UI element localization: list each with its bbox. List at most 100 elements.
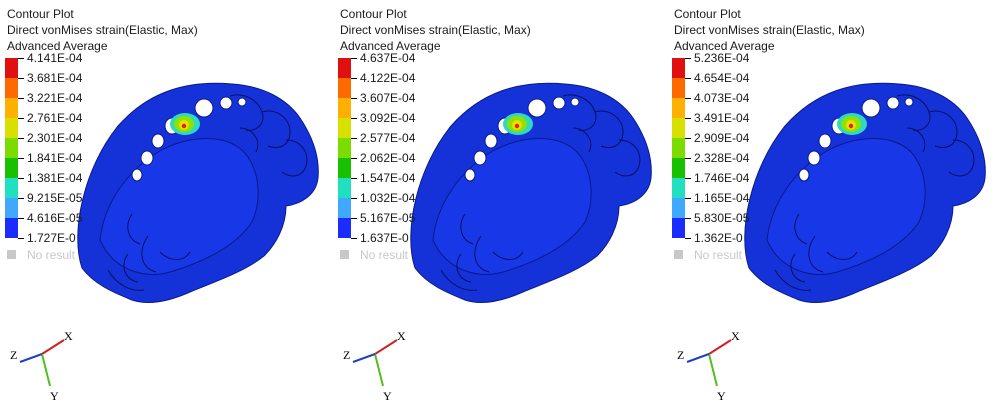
legend-value: 1.637E-0: [360, 231, 409, 245]
legend-value: 2.909E-04: [694, 131, 750, 145]
plot-result-type: Direct vonMises strain(Elastic, Max): [7, 23, 198, 37]
legend-tick: [18, 138, 24, 139]
x-axis-line: [708, 339, 732, 355]
legend-swatch: [5, 158, 18, 178]
legend-tick: [18, 98, 24, 99]
z-axis-label: Z: [343, 348, 350, 362]
legend-swatch: [672, 158, 685, 178]
legend-swatch: [338, 158, 351, 178]
legend-tick: [685, 198, 691, 199]
legend-tick: [685, 98, 691, 99]
legend-tick: [18, 118, 24, 119]
legend-tick: [685, 118, 691, 119]
legend-value: 1.032E-04: [360, 191, 416, 205]
y-axis-line: [41, 353, 51, 387]
legend-swatch: [338, 138, 351, 158]
legend-value: 4.654E-04: [694, 71, 750, 85]
legend-swatch: [338, 78, 351, 98]
legend-value: 3.092E-04: [360, 111, 416, 125]
plot-title: Contour Plot: [7, 7, 74, 21]
legend-tick: [18, 218, 24, 219]
strain-hotspot-peak: [514, 123, 520, 129]
contour-panel-2: Contour Plot Direct vonMises strain(Elas…: [333, 0, 666, 410]
z-axis-label: Z: [677, 348, 684, 362]
legend-tick: [685, 218, 691, 219]
legend-swatch: [672, 98, 685, 118]
dental-model-contour: [77, 82, 319, 303]
legend-value: 3.221E-04: [27, 91, 83, 105]
legend-swatch: [5, 58, 18, 78]
legend-value: 1.841E-04: [27, 151, 83, 165]
legend-tick: [685, 178, 691, 179]
no-result-swatch: [340, 250, 349, 259]
legend-tick: [18, 178, 24, 179]
legend-tick: [18, 198, 24, 199]
z-axis-line: [352, 353, 376, 363]
legend-swatch: [338, 218, 351, 238]
legend-tick: [685, 78, 691, 79]
x-axis-line: [41, 339, 65, 355]
plot-averaging: Advanced Average: [7, 39, 108, 53]
legend-tick: [351, 118, 357, 119]
legend-value: 4.073E-04: [694, 91, 750, 105]
no-result-label: No result: [694, 248, 743, 262]
legend-tick: [351, 198, 357, 199]
legend-swatch: [672, 118, 685, 138]
legend-value: 2.577E-04: [360, 131, 416, 145]
legend-swatch: [672, 138, 685, 158]
legend-swatch: [338, 198, 351, 218]
plot-title: Contour Plot: [674, 7, 741, 21]
legend-swatch: [672, 78, 685, 98]
no-result-swatch: [7, 250, 16, 259]
legend-swatch: [338, 118, 351, 138]
x-axis-label: X: [731, 329, 740, 343]
z-axis-line: [19, 353, 43, 363]
legend-value: 3.491E-04: [694, 111, 750, 125]
y-axis-line: [374, 353, 384, 387]
legend-tick: [351, 58, 357, 59]
legend-value: 5.830E-05: [694, 211, 750, 225]
z-axis-label: Z: [10, 348, 17, 362]
y-axis-label: Y: [717, 389, 726, 403]
legend-value: 5.167E-05: [360, 211, 416, 225]
contour-panel-3: Contour Plot Direct vonMises strain(Elas…: [667, 0, 1000, 410]
legend-value: 1.547E-04: [360, 171, 416, 185]
legend-swatch: [5, 178, 18, 198]
legend-tick: [351, 78, 357, 79]
plot-result-type: Direct vonMises strain(Elastic, Max): [674, 23, 865, 37]
plot-averaging: Advanced Average: [340, 39, 441, 53]
plot-title: Contour Plot: [340, 7, 407, 21]
legend-tick: [685, 138, 691, 139]
y-axis-line: [708, 353, 718, 387]
y-axis-label: Y: [383, 389, 392, 403]
legend-tick: [351, 158, 357, 159]
legend-value: 2.062E-04: [360, 151, 416, 165]
legend-swatch: [672, 218, 685, 238]
legend-tick: [351, 218, 357, 219]
legend-tick: [685, 58, 691, 59]
legend-tick: [18, 238, 24, 239]
legend-swatch: [338, 178, 351, 198]
plot-result-type: Direct vonMises strain(Elastic, Max): [340, 23, 531, 37]
legend-tick: [351, 98, 357, 99]
legend-tick: [351, 178, 357, 179]
legend-swatch: [5, 98, 18, 118]
no-result-swatch: [674, 250, 683, 259]
legend-swatch: [5, 198, 18, 218]
legend-value: 5.236E-04: [694, 51, 750, 65]
legend-swatch: [5, 218, 18, 238]
legend-value: 4.637E-04: [360, 51, 416, 65]
legend-value: 4.141E-04: [27, 51, 83, 65]
legend-swatch: [338, 98, 351, 118]
legend-tick: [685, 158, 691, 159]
strain-hotspot-peak: [848, 123, 854, 129]
x-axis-line: [374, 339, 398, 355]
legend-swatch: [5, 78, 18, 98]
axis-triad: X Y Z: [10, 329, 73, 403]
legend-value: 1.727E-0: [27, 231, 76, 245]
dental-model-contour: [744, 82, 986, 303]
legend-value: 1.362E-0: [694, 231, 743, 245]
dental-model-contour: [410, 82, 652, 303]
legend-tick: [351, 238, 357, 239]
axis-triad: X Y Z: [343, 329, 406, 403]
